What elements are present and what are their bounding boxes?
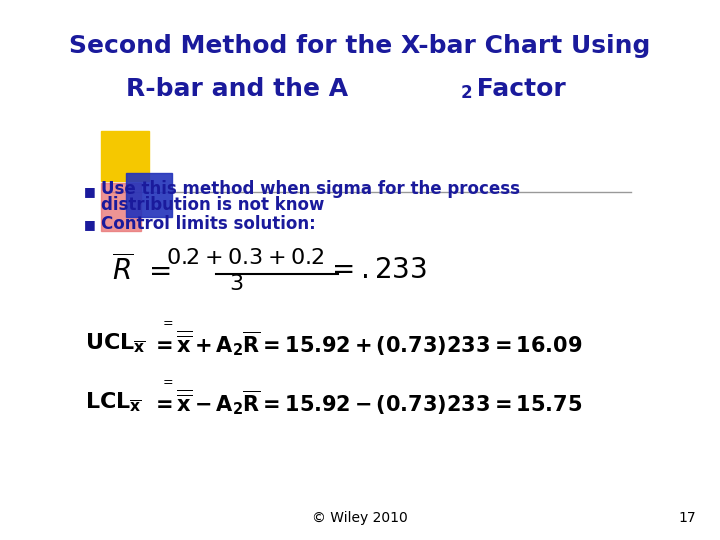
Text: $=$: $=$ bbox=[143, 256, 171, 284]
Text: $=.233$: $=.233$ bbox=[326, 256, 427, 284]
Text: Factor: Factor bbox=[468, 77, 566, 101]
Text: Second Method for the X-bar Chart Using: Second Method for the X-bar Chart Using bbox=[69, 34, 651, 58]
Text: R-bar and the A: R-bar and the A bbox=[126, 77, 348, 101]
Text: $=$: $=$ bbox=[160, 315, 174, 328]
Text: © Wiley 2010: © Wiley 2010 bbox=[312, 511, 408, 525]
Text: $\mathbf{LCL}_{\mathbf{\overline{x}}}$: $\mathbf{LCL}_{\mathbf{\overline{x}}}$ bbox=[85, 390, 142, 414]
Text: $\mathbf{UCL}_{\mathbf{\overline{x}}}$: $\mathbf{UCL}_{\mathbf{\overline{x}}}$ bbox=[85, 331, 145, 355]
Text: $\mathbf{= \overline{\overline{x}} + A_{2}\overline{R} = 15.92 + \boldsymbol{(}0: $\mathbf{= \overline{\overline{x}} + A_{… bbox=[151, 328, 582, 358]
Text: distribution is not know: distribution is not know bbox=[101, 196, 324, 214]
Text: $=$: $=$ bbox=[160, 374, 174, 387]
Text: $\mathbf{= \overline{\overline{x}} - A_{2}\overline{R} = 15.92 - \boldsymbol{(}0: $\mathbf{= \overline{\overline{x}} - A_{… bbox=[151, 387, 582, 417]
Text: $3$: $3$ bbox=[229, 273, 243, 294]
Text: ■: ■ bbox=[84, 218, 96, 231]
Bar bbox=[101, 183, 141, 231]
Text: Control limits solution:: Control limits solution: bbox=[101, 215, 315, 233]
Bar bbox=[126, 173, 172, 217]
Bar bbox=[101, 131, 148, 181]
Text: 2: 2 bbox=[461, 84, 472, 102]
Text: $0.2+0.3+0.2$: $0.2+0.3+0.2$ bbox=[166, 248, 323, 268]
Text: Use this method when sigma for the process: Use this method when sigma for the proce… bbox=[101, 180, 520, 198]
Text: 17: 17 bbox=[679, 511, 696, 525]
Text: ■: ■ bbox=[84, 185, 96, 198]
Text: $\overline{R}$: $\overline{R}$ bbox=[112, 254, 133, 286]
